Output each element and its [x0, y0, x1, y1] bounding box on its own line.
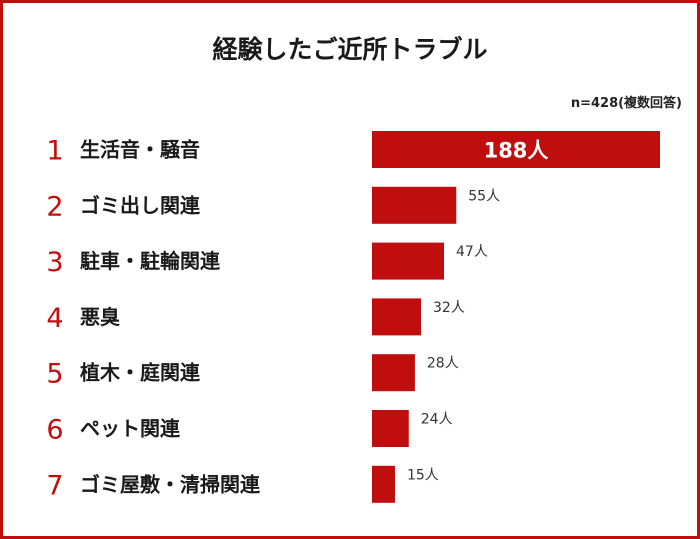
bar — [372, 465, 395, 503]
rank-number: 4 — [46, 303, 63, 334]
bar — [372, 354, 415, 392]
rank-number: 3 — [46, 247, 63, 278]
value-label: 32人 — [433, 300, 465, 316]
category-label: 植木・庭関連 — [80, 361, 201, 385]
value-label: 24人 — [421, 412, 453, 428]
value-label: 15人 — [407, 467, 439, 483]
sample-size-note: n=428(複数回答) — [570, 96, 682, 111]
rank-number: 1 — [46, 136, 63, 167]
rank-number: 5 — [46, 359, 63, 390]
value-label: 188人 — [484, 139, 549, 163]
rank-number: 7 — [46, 470, 63, 501]
bar — [372, 242, 444, 280]
bar — [372, 298, 422, 336]
category-label: ゴミ出し関連 — [80, 193, 201, 217]
rank-number: 6 — [46, 415, 63, 446]
value-label: 47人 — [456, 244, 488, 260]
category-label: 駐車・駐輪関連 — [80, 249, 221, 273]
bar — [372, 131, 660, 168]
category-label: 生活音・騒音 — [80, 138, 200, 162]
bar — [372, 186, 457, 224]
category-label: ゴミ屋敷・清掃関連 — [80, 472, 261, 496]
bar — [372, 410, 409, 447]
chart-title: 経験したご近所トラブル — [212, 35, 488, 64]
value-label: 28人 — [427, 356, 459, 372]
rank-number: 2 — [46, 191, 63, 222]
category-label: 悪臭 — [80, 305, 120, 329]
category-label: ペット関連 — [80, 417, 181, 441]
value-label: 55人 — [468, 188, 500, 204]
